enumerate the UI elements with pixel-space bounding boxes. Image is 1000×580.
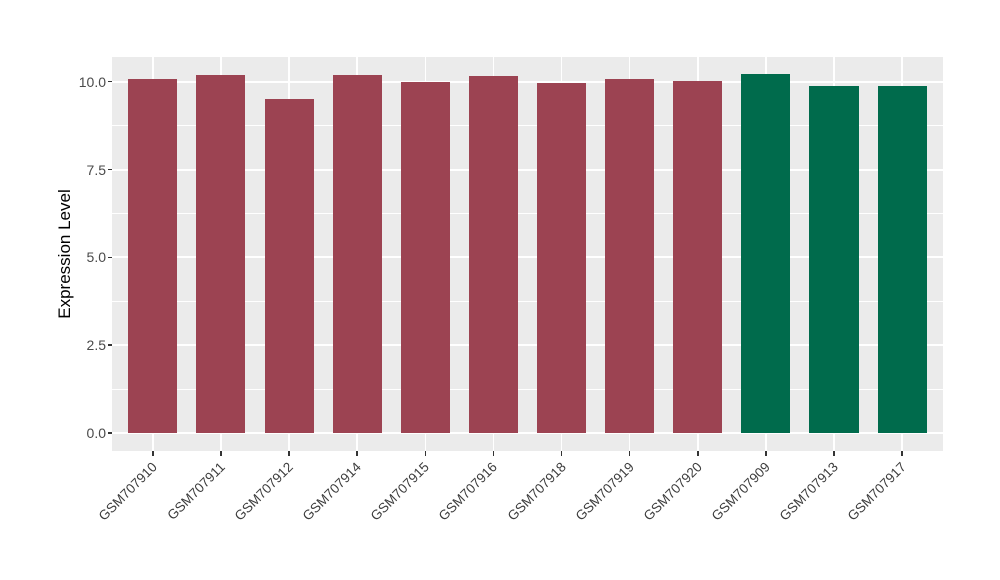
x-axis-tick bbox=[560, 451, 563, 456]
x-tick-label: GSM707920 bbox=[640, 459, 705, 524]
x-tick-label: GSM707918 bbox=[504, 459, 569, 524]
bar-gsm707919 bbox=[605, 78, 655, 433]
x-tick-label: GSM707913 bbox=[776, 459, 841, 524]
x-axis-tick bbox=[492, 451, 495, 456]
bar-gsm707910 bbox=[128, 78, 178, 433]
x-tick-label: GSM707911 bbox=[164, 459, 228, 523]
x-axis-tick bbox=[220, 451, 222, 456]
x-tick-label: GSM707915 bbox=[367, 459, 433, 524]
gridline-minor-h bbox=[112, 388, 943, 390]
bar-gsm707916 bbox=[468, 76, 518, 433]
y-axis-tick bbox=[107, 344, 112, 346]
y-tick-label: 10.0 bbox=[78, 73, 106, 90]
x-axis-tick bbox=[288, 451, 290, 456]
gridline-major-h bbox=[112, 80, 943, 83]
y-tick-label: 7.5 bbox=[86, 161, 106, 178]
bar-gsm707912 bbox=[264, 99, 314, 433]
y-axis-tick bbox=[107, 168, 112, 171]
bar-gsm707913 bbox=[809, 85, 859, 433]
x-tick-label: GSM707919 bbox=[572, 459, 637, 524]
bar-gsm707909 bbox=[741, 74, 791, 433]
x-tick-label: GSM707916 bbox=[436, 459, 501, 524]
y-axis-tick bbox=[107, 256, 112, 259]
bar-gsm707914 bbox=[332, 74, 382, 433]
bar-gsm707911 bbox=[196, 74, 246, 433]
gridline-major-h bbox=[112, 344, 943, 347]
bar-gsm707918 bbox=[537, 83, 587, 433]
gridline-major-h bbox=[112, 432, 943, 434]
gridline-minor-h bbox=[112, 212, 943, 214]
plot-panel bbox=[112, 57, 943, 451]
x-tick-label: GSM707917 bbox=[844, 459, 910, 524]
x-tick-label: GSM707910 bbox=[95, 459, 160, 524]
y-tick-label: 2.5 bbox=[86, 337, 106, 354]
gridline-minor-h bbox=[112, 125, 943, 127]
y-tick-label: 0.0 bbox=[86, 425, 106, 441]
x-axis-tick bbox=[152, 451, 154, 456]
gridline-major-h bbox=[112, 168, 943, 171]
x-tick-label: GSM707914 bbox=[299, 459, 365, 524]
y-tick-label: 5.0 bbox=[86, 249, 106, 266]
bar-gsm707920 bbox=[673, 80, 723, 433]
x-axis-tick bbox=[356, 451, 358, 456]
x-axis-tick bbox=[765, 451, 767, 456]
x-axis-tick bbox=[628, 451, 631, 456]
y-axis-tick bbox=[107, 80, 112, 83]
gridline-major-h bbox=[112, 256, 943, 259]
x-axis-tick bbox=[901, 451, 903, 456]
x-tick-label: GSM707912 bbox=[231, 459, 296, 524]
y-axis-tick bbox=[107, 432, 112, 434]
x-axis-tick bbox=[424, 451, 427, 456]
x-axis-tick bbox=[697, 451, 699, 456]
x-tick-label: GSM707909 bbox=[708, 459, 773, 524]
bar-gsm707917 bbox=[877, 85, 927, 433]
bar-gsm707915 bbox=[400, 81, 450, 433]
x-axis-tick bbox=[833, 451, 835, 456]
gridline-minor-h bbox=[112, 300, 943, 302]
